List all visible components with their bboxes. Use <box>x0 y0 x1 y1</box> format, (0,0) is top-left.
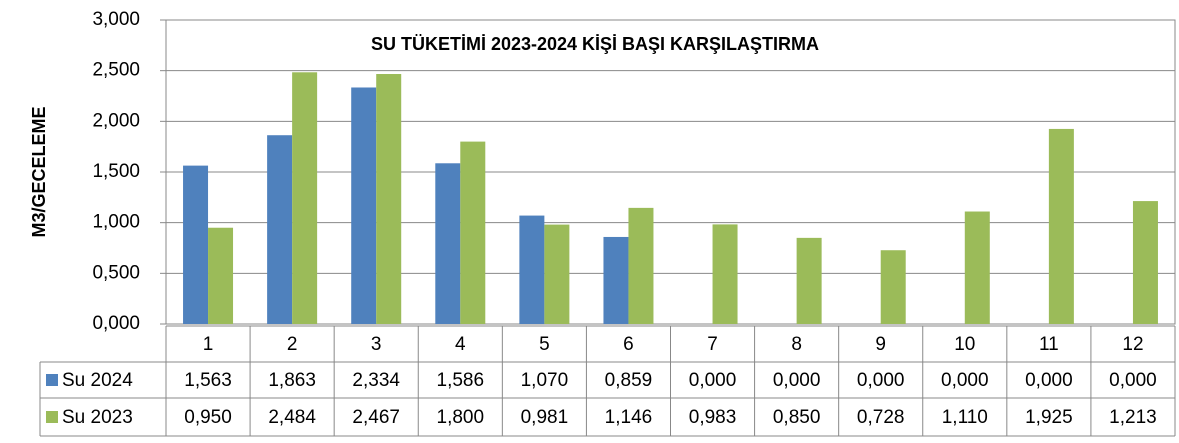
table-value: 0,950 <box>184 407 232 428</box>
table-value: 1,110 <box>942 407 988 428</box>
bar <box>1048 128 1074 324</box>
bar <box>880 250 906 324</box>
table-value: 0,859 <box>605 370 653 391</box>
bar <box>964 211 990 324</box>
table-value: 2,484 <box>268 407 316 428</box>
table-value: 1,213 <box>1109 407 1157 428</box>
bar <box>519 215 545 324</box>
legend-label: Su 2023 <box>62 407 133 428</box>
table-value: 0,000 <box>689 370 737 391</box>
table-value: 1,146 <box>605 407 653 428</box>
y-tick-label: 3,000 <box>92 9 140 30</box>
x-tick-label: 1 <box>203 334 214 355</box>
x-tick-label: 9 <box>875 334 886 355</box>
x-tick-label: 4 <box>455 334 466 355</box>
chart-title: SU TÜKETİMİ 2023-2024 KİŞİ BAŞI KARŞILAŞ… <box>371 34 819 54</box>
x-tick-label: 2 <box>287 334 298 355</box>
bar <box>208 227 234 324</box>
y-tick-label: 0,000 <box>92 313 140 334</box>
table-value: 1,863 <box>268 370 316 391</box>
table-value: 0,983 <box>689 407 737 428</box>
x-tick-label: 11 <box>1039 334 1059 355</box>
table-value: 0,000 <box>773 370 821 391</box>
x-tick-label: 10 <box>954 334 975 355</box>
y-tick-label: 2,500 <box>92 60 140 81</box>
table-value: 1,586 <box>437 370 485 391</box>
x-tick-label: 6 <box>623 334 634 355</box>
bar <box>544 224 570 324</box>
bar <box>796 237 822 324</box>
bar <box>460 141 486 324</box>
x-tick-label: 7 <box>707 334 718 355</box>
y-tick-label: 2,000 <box>92 110 140 131</box>
y-tick-label: 1,500 <box>92 161 140 182</box>
legend-key <box>46 374 58 386</box>
bar <box>603 236 629 324</box>
table-value: 0,000 <box>1025 370 1073 391</box>
bar <box>351 87 377 324</box>
table-value: 1,070 <box>521 370 569 391</box>
bar <box>376 74 402 324</box>
table-value: 0,728 <box>857 407 905 428</box>
bar <box>267 135 293 324</box>
bar <box>628 207 654 324</box>
x-tick-label: 3 <box>371 334 382 355</box>
bar <box>435 163 461 324</box>
table-value: 0,000 <box>941 370 989 391</box>
table-value: 2,467 <box>352 407 400 428</box>
table-value: 0,850 <box>773 407 821 428</box>
x-tick-label: 5 <box>539 334 550 355</box>
x-tick-label: 12 <box>1122 334 1143 355</box>
legend-key <box>46 411 58 423</box>
table-value: 0,000 <box>1109 370 1157 391</box>
table-value: 0,981 <box>521 407 569 428</box>
y-tick-label: 1,000 <box>92 212 140 233</box>
table-value: 1,925 <box>1025 407 1073 428</box>
bar <box>712 224 738 324</box>
table-value: 2,334 <box>352 370 400 391</box>
legend-label: Su 2024 <box>62 370 133 391</box>
bar <box>183 165 209 324</box>
table-value: 1,800 <box>437 407 485 428</box>
y-axis-label: M3/GECELEME <box>29 106 49 237</box>
y-tick-label: 0,500 <box>92 262 140 283</box>
bar <box>292 72 318 325</box>
table-value: 0,000 <box>857 370 905 391</box>
x-tick-label: 8 <box>791 334 802 355</box>
bar <box>1132 201 1158 324</box>
table-value: 1,563 <box>184 370 232 391</box>
